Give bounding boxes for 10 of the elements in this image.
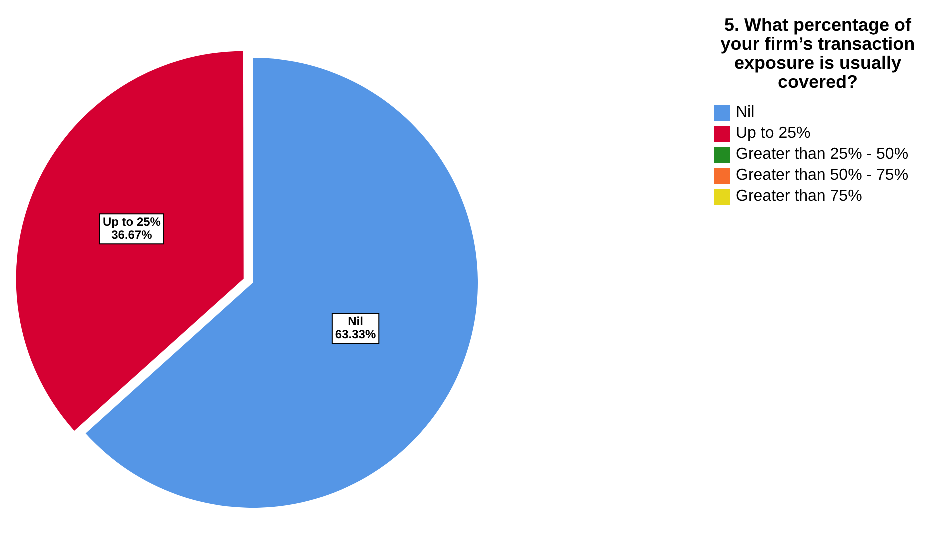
legend-label: Greater than 25% - 50% bbox=[736, 145, 909, 165]
legend-label: Up to 25% bbox=[736, 124, 811, 144]
slice-label: Up to 25% bbox=[102, 214, 162, 229]
legend-title: 5. What percentage of your firm’s transaction exposure is usually covered? bbox=[720, 15, 916, 94]
legend-label: Greater than 50% - 75% bbox=[736, 166, 909, 186]
legend-label: Greater than 75% bbox=[736, 187, 862, 207]
data-label: 63.33% bbox=[335, 328, 376, 342]
data-label: 36.67% bbox=[112, 228, 153, 242]
legend-label: Nil bbox=[736, 103, 755, 123]
slice-label: Nil bbox=[348, 314, 364, 329]
